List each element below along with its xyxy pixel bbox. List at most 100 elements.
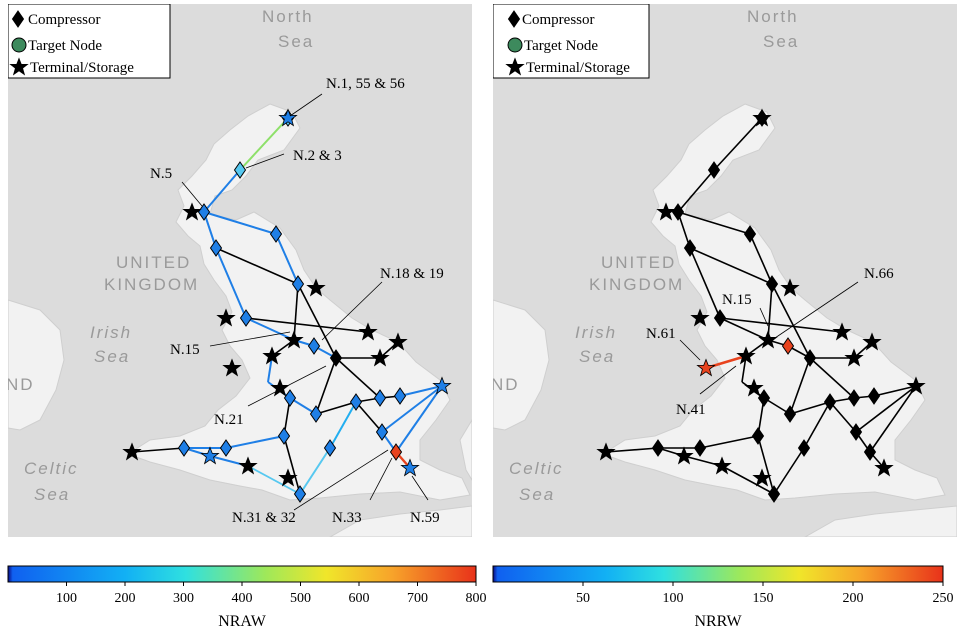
right-annot-n66: N.66 <box>864 266 894 282</box>
right-colorbar-title: NRRW <box>694 613 742 630</box>
left-land-france <box>328 505 472 537</box>
left-pipeline-9 <box>245 317 295 341</box>
right-pipeline-7 <box>767 283 773 341</box>
left-colorbar-tick-label: 300 <box>173 591 194 606</box>
left-colorbar-gradient <box>7 565 477 583</box>
left-pipeline-1 <box>203 169 241 213</box>
left-pipeline-0 <box>239 117 289 171</box>
right-pipeline-14 <box>809 357 855 399</box>
right-pipeline-3 <box>677 211 751 235</box>
left-colorbar-tick-label: 200 <box>115 591 136 606</box>
left-colorbar-tick-label: 500 <box>290 591 311 606</box>
left-pipeline-19 <box>289 397 317 415</box>
legend-terminal-label: Terminal/Storage <box>30 60 134 76</box>
left-pipeline-23 <box>399 385 443 397</box>
right-legend: Compressor Target Node Terminal/Storage <box>493 4 650 79</box>
right-pipeline-0 <box>713 117 763 171</box>
right-pipeline-11 <box>719 317 843 333</box>
right-label-kingdom: KINGDOM <box>589 275 684 294</box>
right-pipeline-8 <box>771 283 811 359</box>
right-pipeline-1 <box>677 169 715 213</box>
left-label-celtic: Celtic <box>24 459 79 478</box>
right-label-north: North <box>747 7 799 26</box>
right-colorbar-tick-label: 150 <box>753 591 774 606</box>
right-pipeline-5 <box>689 247 773 285</box>
legend-target-node-label: Target Node <box>28 38 102 54</box>
right-pipeline-24 <box>855 385 917 433</box>
left-pipeline-33 <box>131 447 185 453</box>
legend-terminal-label-r: Terminal/Storage <box>526 60 630 76</box>
right-annot-n61: N.61 <box>646 326 676 342</box>
left-colorbar-title: NRAW <box>218 613 267 630</box>
left-pipeline-29 <box>299 447 331 495</box>
left-pipeline-3 <box>203 211 277 235</box>
left-colorbar-tick-label: 400 <box>232 591 253 606</box>
left-pipeline-34 <box>283 435 301 495</box>
left-annot-n21: N.21 <box>214 412 244 428</box>
left-land-ireland <box>8 299 65 431</box>
right-pipeline-29 <box>773 447 805 495</box>
left-annot-n59: N.59 <box>410 510 440 526</box>
left-pipeline-2 <box>203 211 217 249</box>
right-pipeline-38 <box>869 385 917 453</box>
right-label-irish: Irish <box>575 323 617 342</box>
right-annotations: N.66 N.15 N.61 N.41 <box>646 266 894 418</box>
right-pipeline-28 <box>803 401 831 449</box>
right-pipeline-34 <box>757 435 775 495</box>
right-label-sea-n: Sea <box>763 32 799 51</box>
left-label-celtic-sea: Sea <box>34 485 70 504</box>
legend-compressor-label: Compressor <box>28 12 101 28</box>
right-pipeline-6 <box>689 247 721 319</box>
right-label-celtic-sea: Sea <box>519 485 555 504</box>
right-land-gb <box>601 103 946 501</box>
right-pipeline-35 <box>721 465 775 495</box>
left-label-ireland: ND <box>6 375 35 394</box>
right-annot-n41: N.41 <box>676 402 706 418</box>
right-colorbar-gradient <box>492 565 944 583</box>
right-pipeline-31 <box>699 435 759 449</box>
right-land-france <box>803 505 957 537</box>
right-pipeline-9 <box>719 317 769 341</box>
left-map-panel: North Sea UNITED KINGDOM Irish Sea Celti… <box>6 4 472 537</box>
left-label-irish: Irish <box>90 323 132 342</box>
left-pipeline-4 <box>275 233 299 285</box>
left-annotations: N.1, 55 & 56 N.2 & 3 N.5 N.18 & 19 N.15 … <box>150 76 444 526</box>
left-annotation-arrows <box>181 93 429 511</box>
right-pipeline-27 <box>829 401 857 433</box>
left-pipeline-28 <box>329 401 357 449</box>
left-annot-n2: N.2 & 3 <box>293 148 342 164</box>
left-pipeline-35 <box>247 465 301 495</box>
right-colorbar-tick-label: 100 <box>663 591 684 606</box>
left-land-east <box>459 419 472 481</box>
right-label-irish-sea: Sea <box>579 347 615 366</box>
legend-compressor-label-r: Compressor <box>522 12 595 28</box>
left-land-gb <box>126 103 471 501</box>
left-pipeline-31 <box>225 435 285 449</box>
right-pipeline-2 <box>677 211 691 249</box>
left-colorbar-tick-label: 800 <box>466 591 487 606</box>
left-pipeline-20 <box>315 401 357 415</box>
left-label-north: North <box>262 7 314 26</box>
left-colorbar-tick-label: 100 <box>56 591 77 606</box>
legend-target-node-label-r: Target Node <box>524 38 598 54</box>
left-pipeline-11 <box>245 317 369 333</box>
left-legend: Compressor Target Node Terminal/Storage <box>8 4 171 79</box>
right-map-panel: North Sea UNITED KINGDOM Irish Sea Celti… <box>493 4 957 537</box>
right-pipeline-20 <box>789 401 831 415</box>
left-label-irish-sea: Sea <box>94 347 130 366</box>
left-annot-n31: N.31 & 32 <box>232 510 296 526</box>
left-pipeline-24 <box>381 385 443 433</box>
left-pipeline-5 <box>215 247 299 285</box>
right-land-ireland <box>493 299 550 431</box>
left-label-kingdom: KINGDOM <box>104 275 199 294</box>
right-pipeline-15 <box>789 357 811 415</box>
right-colorbar-tick-label: 200 <box>843 591 864 606</box>
left-colorbar-ticks: 100 200 300 400 500 600 700 800 <box>56 582 487 606</box>
right-annotation-arrows <box>679 281 859 395</box>
left-annot-n18: N.18 & 19 <box>380 266 444 282</box>
right-annot-n15: N.15 <box>722 292 752 308</box>
right-label-united: UNITED <box>601 253 676 272</box>
left-pipeline-14 <box>335 357 381 399</box>
left-colorbar-tick-label: 700 <box>407 591 428 606</box>
right-colorbar-tick-label: 50 <box>576 591 590 606</box>
